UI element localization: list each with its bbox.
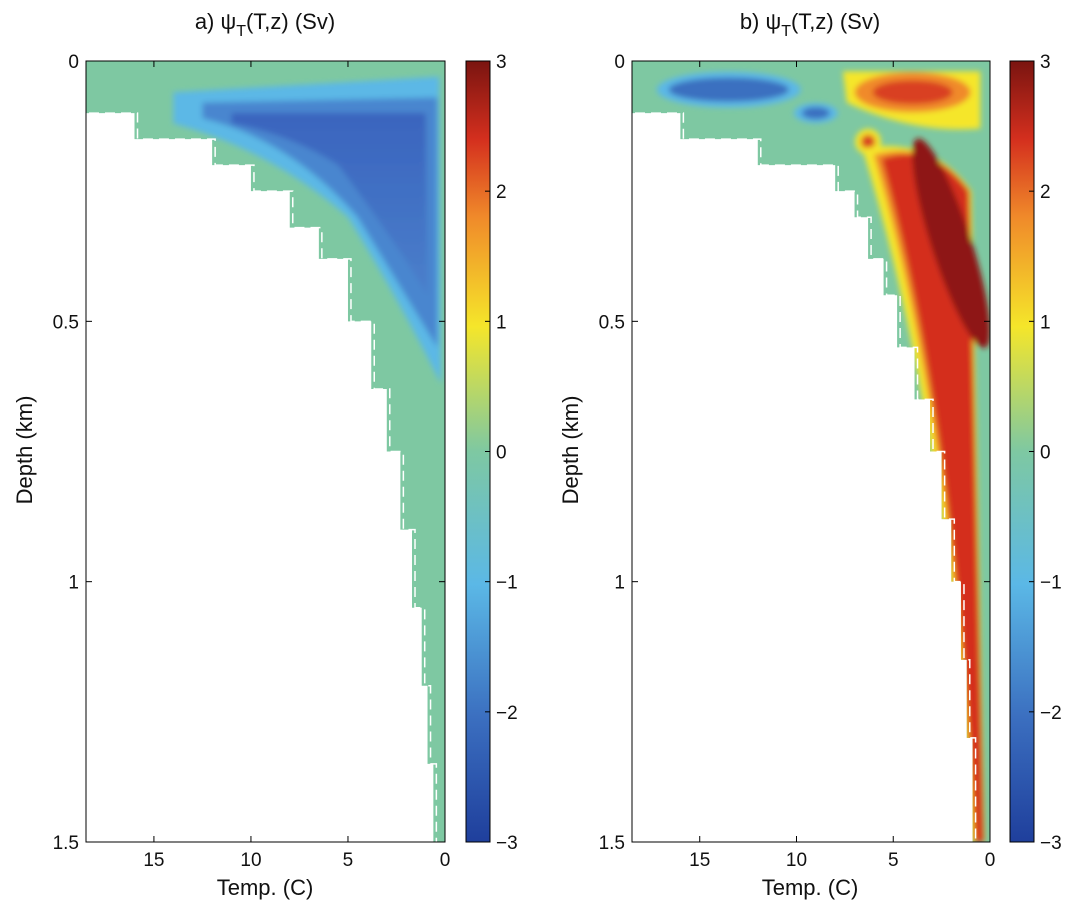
panel-b-colorbar-label: 1 bbox=[1040, 312, 1051, 333]
panel-b-colorbar-label: −2 bbox=[1040, 703, 1062, 724]
panel-a-xlabel: Temp. (C) bbox=[217, 875, 314, 900]
panel-a-minimum-core bbox=[231, 113, 428, 296]
panel-a-colorbar-label: 1 bbox=[496, 312, 507, 333]
panel-b-colorbar-label: −1 bbox=[1040, 573, 1062, 594]
panel-a-ylabel: Depth (km) bbox=[12, 396, 37, 505]
panel-b-zero-contour bbox=[635, 112, 977, 842]
panel-a-colorbar-label: −1 bbox=[496, 573, 518, 594]
panel-a-axes-frame bbox=[85, 60, 446, 843]
panel-a-ytick-label: 0 bbox=[68, 52, 79, 73]
panel-a-ytick-label: 1 bbox=[68, 573, 79, 594]
panel-b: b) ψT(T,z) (Sv) 15 10 5 0 00.511.5 Temp. (C… bbox=[558, 9, 1062, 900]
panel-b-colorbar-label: 2 bbox=[1040, 182, 1051, 203]
panel-a-xtick-label: 10 bbox=[240, 850, 261, 871]
panel-a: a) ψT(T,z) (Sv) 15 10 5 0 00.511.5 Temp. (C… bbox=[12, 9, 518, 900]
panel-b-field bbox=[632, 61, 990, 842]
panel-b-xtick-label: 10 bbox=[786, 850, 807, 871]
panel-b-xtick-label: 0 bbox=[985, 850, 996, 871]
panel-a-xtick-label: 5 bbox=[343, 850, 354, 871]
panel-a-zero-contour bbox=[89, 112, 438, 842]
panel-b-title: b) ψT(T,z) (Sv) bbox=[740, 9, 880, 40]
panel-b-xtick-label: 5 bbox=[888, 850, 899, 871]
panel-a-colorbar-label: 2 bbox=[496, 182, 507, 203]
panel-b-ylabel: Depth (km) bbox=[558, 396, 583, 505]
panel-b-axes-frame bbox=[631, 60, 991, 843]
panel-b-colorbar-label: 3 bbox=[1040, 52, 1051, 73]
panel-a-title: a) ψT(T,z) (Sv) bbox=[195, 9, 335, 40]
panel-a-colorbar-label: −3 bbox=[496, 833, 518, 854]
panel-a-colorbar-label: −2 bbox=[496, 703, 518, 724]
panel-a-colorbar-label: 3 bbox=[496, 52, 507, 73]
panel-b-xlabel: Temp. (C) bbox=[762, 875, 859, 900]
panel-b-colorbar-label: 0 bbox=[1040, 443, 1051, 464]
panel-a-colorbar-label: 0 bbox=[496, 443, 507, 464]
panel-a-ytick-label: 1.5 bbox=[53, 833, 79, 854]
panel-b-ytick-label: 0.5 bbox=[599, 312, 625, 333]
panel-a-ytick-label: 0.5 bbox=[53, 312, 79, 333]
panel-b-ytick-label: 1 bbox=[614, 573, 625, 594]
panel-b-ytick-label: 0 bbox=[614, 52, 625, 73]
panel-b-ytick-label: 1.5 bbox=[599, 833, 625, 854]
panel-b-colorbar-label: −3 bbox=[1040, 833, 1062, 854]
panel-b-xtick-label: 15 bbox=[689, 850, 710, 871]
panel-a-xtick-label: 15 bbox=[143, 850, 164, 871]
panel-a-xtick-label: 0 bbox=[440, 850, 451, 871]
